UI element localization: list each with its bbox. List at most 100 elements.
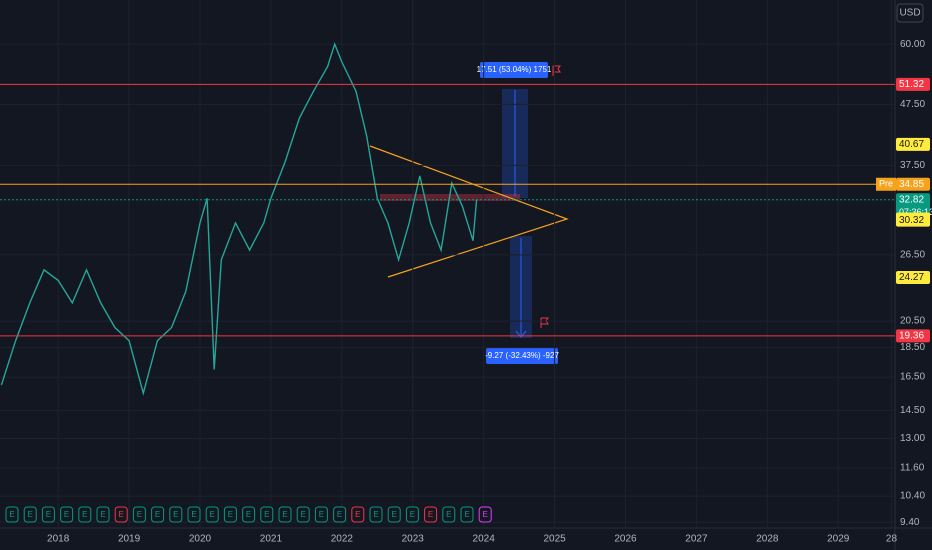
earnings-label: E <box>373 510 378 519</box>
y-tick-label: 11.60 <box>900 463 925 474</box>
earnings-marker <box>242 506 256 523</box>
earnings-label: E <box>282 510 287 519</box>
earnings-label: E <box>173 510 178 519</box>
y-tick-label: 13.00 <box>900 433 925 444</box>
earnings-marker <box>478 506 492 523</box>
earnings-label: E <box>46 510 51 519</box>
earnings-marker <box>460 506 474 523</box>
price-badge <box>876 177 896 191</box>
y-tick-label: 16.50 <box>900 372 925 383</box>
earnings-label: E <box>82 510 87 519</box>
x-tick-label: 2025 <box>543 534 566 545</box>
arrow-head <box>515 330 527 338</box>
earnings-label: E <box>246 510 251 519</box>
countdown: 07:36:13 <box>899 207 932 217</box>
earnings-label: E <box>392 510 397 519</box>
earnings-marker <box>23 506 37 523</box>
earnings-label: E <box>483 510 488 519</box>
earnings-label: E <box>64 510 69 519</box>
earnings-marker <box>333 506 347 523</box>
y-tick-label: 20.50 <box>900 316 925 327</box>
annotation-box <box>480 62 548 78</box>
earnings-marker <box>96 506 110 523</box>
earnings-marker <box>151 506 165 523</box>
earnings-label: E <box>428 510 433 519</box>
y-tick-label: 47.50 <box>900 99 925 110</box>
earnings-marker <box>60 506 74 523</box>
price-badge-label: Pre <box>879 179 893 189</box>
earnings-marker <box>114 506 128 523</box>
earnings-label: E <box>319 510 324 519</box>
price-badge-value: 34.85 <box>899 179 924 190</box>
currency-button[interactable] <box>896 3 924 23</box>
earnings-label: E <box>9 510 14 519</box>
earnings-label: E <box>137 510 142 519</box>
price-badge-value: 24.27 <box>899 272 924 283</box>
y-tick-label: 60.00 <box>900 39 925 50</box>
earnings-marker <box>387 506 401 523</box>
earnings-marker <box>169 506 183 523</box>
price-badge-value: 30.32 <box>899 215 924 226</box>
earnings-marker <box>223 506 237 523</box>
earnings-label: E <box>28 510 33 519</box>
earnings-label: E <box>301 510 306 519</box>
earnings-marker <box>187 506 201 523</box>
earnings-marker <box>424 506 438 523</box>
earnings-label: E <box>464 510 469 519</box>
x-tick-label: 2019 <box>118 534 141 545</box>
triangle-pattern <box>369 145 569 278</box>
x-tick-label: 2020 <box>189 534 212 545</box>
annotation: 17.51 (53.04%) 1751 <box>477 65 552 74</box>
earnings-label: E <box>155 510 160 519</box>
earnings-label: E <box>355 510 360 519</box>
earnings-marker <box>369 506 383 523</box>
price-badge-value: 32.82 <box>899 194 924 205</box>
y-tick-label: 9.40 <box>900 517 920 528</box>
earnings-label: E <box>228 510 233 519</box>
x-tick-label: 2021 <box>260 534 283 545</box>
earnings-label: E <box>264 510 269 519</box>
flag <box>552 65 561 76</box>
earnings-label: E <box>410 510 415 519</box>
earnings-marker <box>351 506 365 523</box>
price-badge-value: 51.32 <box>899 79 924 90</box>
price-badge-value: 40.67 <box>899 139 924 150</box>
price-badge-value: 19.36 <box>899 330 924 341</box>
x-tick-label: 2022 <box>331 534 354 545</box>
earnings-label: E <box>100 510 105 519</box>
earnings-label: E <box>446 510 451 519</box>
earnings-marker <box>405 506 419 523</box>
earnings-marker <box>296 506 310 523</box>
y-tick-label: 37.50 <box>900 160 925 171</box>
earnings-marker <box>205 506 219 523</box>
price-badge <box>896 177 930 191</box>
price-badge <box>896 137 930 151</box>
earnings-marker <box>278 506 292 523</box>
x-tick-label: 2027 <box>685 534 708 545</box>
annotation-box <box>486 348 558 364</box>
earnings-label: E <box>191 510 196 519</box>
currency[interactable]: USD <box>899 8 920 19</box>
x-tick-label: 2023 <box>402 534 425 545</box>
y-tick-label: 26.50 <box>900 250 925 261</box>
price-badge <box>896 213 930 227</box>
earnings-marker <box>314 506 328 523</box>
y-tick-label: 10.40 <box>900 491 925 502</box>
x-tick-label: 2018 <box>47 534 70 545</box>
x-tick-label: 2024 <box>473 534 496 545</box>
earnings-marker <box>78 506 92 523</box>
earnings-marker <box>132 506 146 523</box>
price-badge <box>896 329 930 343</box>
price-badge <box>896 77 930 91</box>
x-tick-label: 2028 <box>756 534 779 545</box>
annotation: -9.27 (-32.43%) -927 <box>485 351 559 360</box>
y-tick-label: 14.50 <box>900 405 925 416</box>
earnings-marker <box>442 506 456 523</box>
earnings-marker <box>41 506 55 523</box>
x-tick-label: 2029 <box>827 534 850 545</box>
earnings-label: E <box>210 510 215 519</box>
x-tick-label: 28 <box>886 534 898 545</box>
x-tick-label: 2026 <box>614 534 637 545</box>
